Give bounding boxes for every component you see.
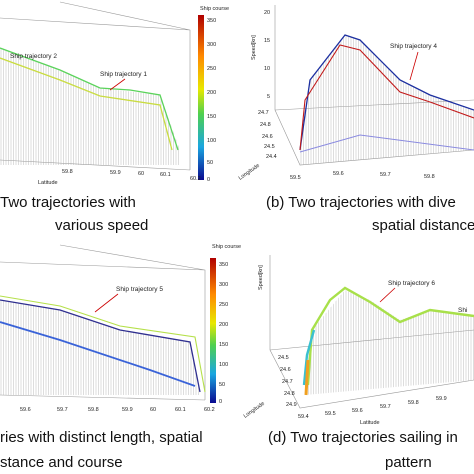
hatch (300, 35, 474, 165)
hatch (0, 48, 180, 165)
colorbar-tick: 250 (219, 302, 228, 308)
z-tick: 24.6 (262, 134, 273, 140)
colorbar-tick: 0 (207, 177, 210, 183)
colorbar-title: Ship course (200, 6, 229, 12)
x-tick: 59.5 (290, 175, 301, 181)
z-tick: 24.7 (258, 110, 269, 116)
caption: stance and course (0, 454, 123, 471)
z-tick: 24.7 (282, 379, 293, 385)
panel-c: Ship course 350 300 250 200 150 100 50 0… (0, 244, 241, 471)
y-tick: 20 (264, 10, 270, 16)
trajectory-3 (299, 34, 474, 151)
trajectory-1 (0, 57, 173, 151)
x-tick: 59.8 (62, 169, 73, 175)
colorbar-tick: 50 (219, 382, 225, 388)
x-tick: 59.9 (110, 170, 121, 176)
z-tick: 24.6 (280, 367, 291, 373)
x-label: Latitude (38, 180, 58, 186)
annotation: Ship trajectory 1 (100, 71, 147, 78)
z-tick: 24.9 (286, 402, 297, 408)
colorbar-tick: 100 (219, 362, 228, 368)
z-tick: 24.8 (284, 391, 295, 397)
x-tick: 60.1 (175, 407, 186, 413)
annotation: Shi (458, 307, 467, 314)
colorbar-title: Ship course (212, 244, 241, 250)
colorbar-tick: 100 (207, 138, 216, 144)
x-tick: 59.8 (88, 407, 99, 413)
annotation: Ship trajectory 2 (10, 53, 57, 60)
colorbar-tick: 200 (219, 322, 228, 328)
z-tick: 24.5 (278, 355, 289, 361)
caption: Two trajectories with (0, 194, 136, 211)
colorbar-tick: 250 (207, 66, 216, 72)
trajectory-4 (299, 44, 474, 151)
trajectory-6 (0, 321, 196, 387)
colorbar-tick: 350 (207, 18, 216, 24)
annotation: Ship trajectory 4 (390, 43, 437, 50)
panel-a: Ship course 350 300 250 200 150 100 50 0… (0, 1, 229, 234)
x-tick: 60.1 (160, 172, 171, 178)
z-tick: 24.5 (264, 144, 275, 150)
trajectory-7 (306, 286, 474, 386)
colorbar-tick: 150 (219, 342, 228, 348)
x-tick: 59.6 (333, 171, 344, 177)
y-tick: 5 (267, 94, 270, 100)
trajectory-8 (304, 359, 310, 396)
x-tick: 59.8 (424, 174, 435, 180)
x-tick: 59.8 (408, 400, 419, 406)
x-tick: 59.6 (20, 407, 31, 413)
y-tick: 10 (264, 66, 270, 72)
colorbar-tick: 300 (207, 42, 216, 48)
x-tick: 59.7 (380, 172, 391, 178)
panel-d: Speed[kn] Ship trajectory 6 Shi 24.5 24.… (243, 255, 474, 471)
caption: (b) Two trajectories with dive (266, 194, 456, 211)
x-tick: 60 (138, 171, 144, 177)
x-tick: 60 (150, 407, 156, 413)
colorbar-tick: 300 (219, 282, 228, 288)
x-tick: 59.6 (352, 408, 363, 414)
caption: pattern (385, 454, 432, 471)
hatch (0, 300, 200, 395)
x-tick: 59.9 (122, 407, 133, 413)
z-label: Longitude (238, 163, 261, 182)
x-tick: 60.2 (190, 176, 201, 182)
x-tick: 59.4 (298, 414, 309, 420)
colorbar-tick: 0 (219, 399, 222, 405)
y-label: Speed[kn] (258, 265, 264, 290)
panel-b: 20 15 10 5 Speed[kn] Ship trajectory 4 2… (238, 5, 474, 234)
z-tick: 24.4 (266, 154, 277, 160)
annotation: Ship trajectory 5 (116, 286, 163, 293)
trajectory-2 (0, 47, 179, 151)
y-label: Speed[kn] (251, 35, 257, 60)
x-label: Latitude (360, 420, 380, 426)
caption: various speed (55, 217, 148, 234)
x-tick: 60.2 (204, 407, 215, 413)
caption: ries with distinct length, spatial (0, 429, 203, 446)
x-tick: 59.9 (436, 396, 447, 402)
trajectory-5b (0, 295, 206, 393)
hatch (305, 290, 474, 395)
trajectory-7-start (302, 329, 316, 386)
colorbar-tick: 200 (207, 90, 216, 96)
caption: spatial distance (372, 217, 474, 234)
axes-box (0, 244, 206, 401)
trajectory-5 (0, 299, 201, 393)
y-tick: 15 (264, 38, 270, 44)
z-label: Longitude (243, 401, 266, 420)
colorbar-tick: 350 (219, 262, 228, 268)
x-tick: 59.7 (57, 407, 68, 413)
z-tick: 24.8 (260, 122, 271, 128)
colorbar (210, 258, 216, 403)
caption: (d) Two trajectories sailing in (268, 429, 458, 446)
colorbar-tick: 50 (207, 160, 213, 166)
x-tick: 59.7 (380, 404, 391, 410)
annotation: Ship trajectory 6 (388, 280, 435, 287)
x-tick: 59.5 (325, 411, 336, 417)
projection (299, 134, 474, 153)
colorbar (198, 15, 204, 180)
colorbar-tick: 150 (207, 114, 216, 120)
